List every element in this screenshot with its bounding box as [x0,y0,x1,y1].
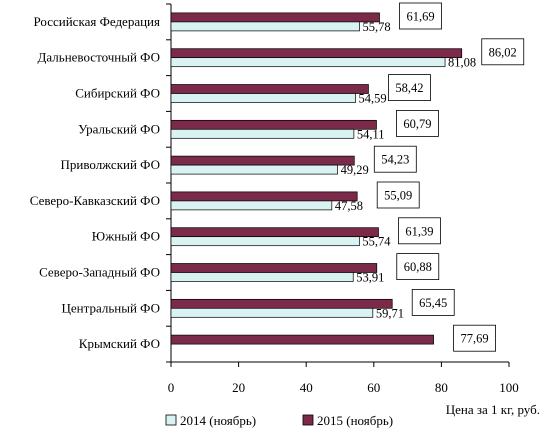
data-label-box-2015 [411,288,455,316]
bar-2015 [170,227,379,238]
x-tick-label: 0 [168,380,175,395]
data-label-2014: 55,78 [363,20,391,34]
bar-2015 [170,12,380,23]
bar-2014 [170,93,356,103]
data-label-box-2015 [388,74,431,101]
bar-2015 [170,191,358,202]
data-label-2015: 61,39 [405,224,433,238]
category-label: Северо-Западный ФО [39,265,160,280]
category-label: Российская Федерация [34,14,161,29]
category-label: Уральский ФО [78,121,160,136]
bar-2014 [170,272,354,282]
data-label-2014: 81,08 [448,56,476,70]
data-label-2014: 54,59 [359,92,387,106]
bar-2015 [170,263,378,273]
legend-swatch-2014 [165,414,177,426]
category-label: Северо-Кавказский ФО [30,193,160,208]
data-label-2014: 47,58 [335,199,363,213]
data-label-2014: 59,71 [376,306,404,320]
data-label-box-2015 [398,217,441,245]
category-label: Сибирский ФО [75,86,160,101]
category-label: Дальневосточный ФО [38,50,160,65]
data-label-box-2015 [399,2,442,30]
x-tick-label: 80 [435,380,448,395]
data-label-2015: 61,69 [406,10,434,24]
bar-2014 [170,21,360,32]
bar-2015 [170,48,463,59]
data-label-2015: 58,42 [395,81,423,95]
x-axis-label: Цена за 1 кг, руб. [446,402,540,417]
data-label-2015: 60,79 [403,117,431,131]
data-label-2014: 55,74 [362,235,391,249]
x-tick-label: 20 [232,380,245,395]
data-label-box-2015 [396,253,440,281]
bar-2015 [170,155,355,166]
bar-2015 [170,334,434,345]
data-label-box-2015 [481,38,525,66]
x-tick-label: 40 [300,380,313,395]
data-label-2015: 55,09 [384,189,412,203]
data-label-2015: 77,69 [461,332,489,346]
data-label-2015: 60,88 [404,260,432,274]
x-tick-label: 60 [367,380,380,395]
bar-2014 [170,164,338,175]
bar-2014 [170,236,360,247]
data-label-2014: 49,29 [341,163,369,177]
bar-2015 [170,84,369,94]
x-tick-label: 100 [499,380,519,395]
bar-2014 [170,307,374,318]
data-label-2015: 65,45 [419,296,447,310]
category-label: Центральный ФО [62,300,160,315]
bar-2014 [170,200,333,211]
data-label-2014: 53,91 [356,271,384,285]
bar-2014 [170,57,446,68]
category-label: Крымский ФО [79,336,160,351]
legend-label-2014: 2014 (ноябрь) [180,413,256,428]
legend: 2014 (ноябрь) 2015 (ноябрь) [165,413,393,428]
plot-area: 0 20 40 60 80 100 Российская Федерация 55,78 61,… [30,2,525,395]
category-label: Южный ФО [92,229,160,244]
data-label-box-2015 [453,324,496,352]
data-label-box-2015 [396,110,439,137]
data-label-box-2015 [373,145,417,173]
category-label: Приволжский ФО [60,157,160,172]
data-label-box-2015 [376,181,420,209]
legend-swatch-2015 [302,414,314,426]
legend-label-2015: 2015 (ноябрь) [317,413,393,428]
data-label-2015: 54,23 [381,153,409,167]
bar-2015 [170,298,393,309]
bar-2014 [170,128,355,139]
data-label-2015: 86,02 [489,45,517,59]
bar-2015 [170,119,377,130]
data-label-2014: 54,11 [357,127,385,141]
